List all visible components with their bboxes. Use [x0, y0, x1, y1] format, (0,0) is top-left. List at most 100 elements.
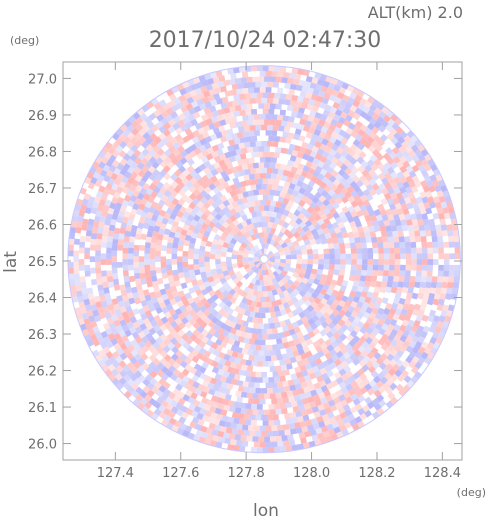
field-cell: [236, 288, 244, 296]
field-cell: [437, 270, 444, 277]
field-cell: [196, 332, 205, 341]
field-cell: [288, 171, 295, 179]
field-cell: [290, 428, 297, 435]
field-cell: [171, 312, 180, 321]
field-cell: [178, 188, 186, 197]
field-cell: [255, 250, 261, 257]
field-cell: [202, 201, 211, 210]
field-cell: [340, 373, 349, 382]
field-cell: [454, 270, 460, 277]
field-cell: [268, 65, 275, 72]
field-cell: [219, 234, 227, 242]
field-cell: [275, 268, 283, 275]
field-cell: [239, 227, 247, 235]
field-cell: [191, 313, 200, 321]
field-cell: [232, 334, 240, 342]
field-cell: [340, 360, 349, 369]
field-cell: [353, 316, 362, 324]
field-cell: [288, 340, 295, 348]
field-cell: [217, 368, 225, 376]
field-cell: [135, 283, 143, 291]
field-cell: [155, 256, 161, 263]
field-cell: [291, 296, 299, 304]
field-cell: [315, 123, 323, 131]
field-cell: [122, 241, 129, 249]
field-cell: [319, 143, 327, 151]
field-cell: [141, 174, 149, 183]
field-cell: [201, 235, 209, 243]
field-cell: [280, 120, 288, 127]
field-cell: [310, 209, 319, 218]
field-cell: [254, 355, 261, 362]
field-cell: [392, 197, 400, 205]
field-cell: [204, 256, 210, 262]
field-cell: [185, 389, 193, 397]
field-cell: [222, 311, 230, 319]
field-cell: [89, 256, 96, 263]
field-cell: [213, 277, 221, 285]
field-cell: [244, 326, 252, 334]
field-cell: [255, 167, 262, 174]
field-cell: [191, 232, 198, 240]
field-cell: [167, 342, 175, 350]
field-cell: [116, 314, 125, 322]
field-cell: [282, 221, 290, 229]
field-cell: [215, 344, 224, 352]
field-cell: [376, 357, 384, 366]
field-cell: [158, 301, 167, 309]
field-cell: [337, 319, 346, 327]
field-cell: [322, 198, 331, 207]
field-cell: [348, 274, 356, 282]
field-cell: [269, 189, 276, 196]
field-cell: [281, 277, 289, 285]
field-cell: [212, 349, 221, 357]
field-cell: [347, 148, 356, 157]
field-cell: [390, 328, 398, 337]
field-cell: [254, 173, 261, 180]
field-cell: [325, 382, 334, 390]
field-cell: [127, 344, 135, 353]
field-cell: [288, 291, 296, 300]
field-cell: [400, 202, 408, 210]
field-cell: [111, 196, 119, 205]
field-cell: [190, 118, 198, 127]
field-cell: [335, 389, 344, 397]
field-cell: [175, 357, 184, 365]
field-cell: [255, 81, 262, 88]
field-cell: [132, 308, 140, 316]
field-cell: [394, 308, 402, 316]
field-cell: [328, 175, 337, 183]
field-cell: [149, 259, 156, 265]
field-cell: [145, 187, 154, 196]
field-cell: [396, 286, 403, 294]
field-cell: [353, 349, 362, 358]
field-cell: [241, 71, 249, 78]
field-cell: [186, 345, 195, 354]
field-cell: [142, 222, 150, 230]
field-cell: [317, 292, 325, 301]
field-cell: [266, 210, 273, 217]
field-cell: [338, 355, 347, 364]
field-cell: [295, 285, 304, 293]
field-cell: [207, 346, 216, 355]
field-cell: [399, 241, 406, 249]
field-cell: [100, 259, 107, 265]
field-cell: [124, 339, 132, 348]
field-cell: [144, 170, 153, 178]
field-cell: [220, 130, 229, 137]
field-cell: [372, 148, 381, 157]
field-cell: [243, 273, 251, 280]
field-cell: [275, 119, 282, 126]
field-cell: [114, 202, 123, 210]
field-cell: [404, 270, 411, 277]
field-cell: [405, 264, 412, 271]
field-cell: [262, 221, 268, 228]
field-cell: [447, 229, 454, 237]
field-cell: [285, 346, 293, 354]
field-cell: [366, 351, 375, 360]
field-cell: [228, 155, 236, 163]
field-cell: [189, 385, 198, 394]
field-cell: [292, 161, 300, 169]
field-cell: [243, 386, 251, 393]
field-cell: [288, 219, 296, 227]
